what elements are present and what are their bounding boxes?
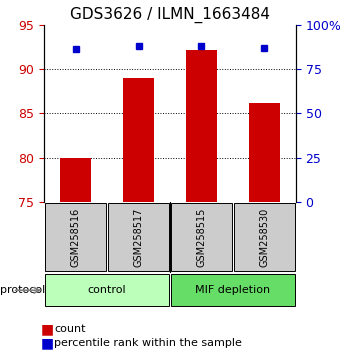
Title: GDS3626 / ILMN_1663484: GDS3626 / ILMN_1663484	[70, 7, 270, 23]
Text: ■: ■	[41, 322, 54, 336]
Text: control: control	[88, 285, 126, 295]
Bar	[249, 103, 280, 202]
Text: GSM258515: GSM258515	[197, 207, 206, 267]
Text: percentile rank within the sample: percentile rank within the sample	[54, 338, 242, 348]
Text: protocol: protocol	[0, 285, 46, 295]
Text: GSM258516: GSM258516	[71, 207, 81, 267]
FancyBboxPatch shape	[171, 274, 294, 306]
Text: count: count	[54, 324, 86, 334]
Bar	[60, 158, 91, 202]
FancyBboxPatch shape	[108, 203, 169, 271]
Bar	[123, 78, 154, 202]
FancyBboxPatch shape	[171, 203, 232, 271]
Bar	[186, 50, 217, 202]
Text: GSM258517: GSM258517	[134, 207, 143, 267]
Text: ■: ■	[41, 336, 54, 350]
FancyBboxPatch shape	[234, 203, 294, 271]
Text: GSM258530: GSM258530	[259, 207, 269, 267]
FancyBboxPatch shape	[46, 274, 169, 306]
Text: MIF depletion: MIF depletion	[195, 285, 270, 295]
FancyBboxPatch shape	[46, 203, 106, 271]
